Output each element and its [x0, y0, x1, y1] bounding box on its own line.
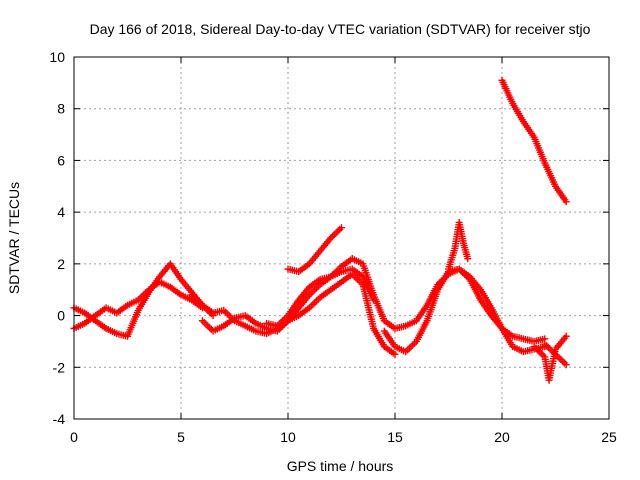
- series-sat-i: [445, 218, 472, 273]
- data-point: [562, 332, 570, 340]
- data-point: [391, 350, 399, 358]
- y-tick-label: 4: [57, 204, 65, 220]
- x-tick-label: 25: [601, 429, 617, 445]
- x-axis-label: GPS time / hours: [287, 458, 394, 474]
- series-sat-k: [541, 340, 570, 369]
- x-tick-label: 5: [177, 429, 185, 445]
- y-axis-label: SDTVAR / TECUs: [6, 182, 22, 294]
- y-tick-label: 8: [57, 101, 65, 117]
- y-tick-label: 10: [49, 49, 65, 65]
- data-point: [464, 255, 472, 263]
- data-point: [562, 361, 570, 369]
- y-tick-label: 2: [57, 256, 65, 272]
- series-sat-h: [380, 265, 549, 356]
- plot-frame: [73, 56, 610, 420]
- x-tick-label: 0: [70, 429, 78, 445]
- x-tick-label: 10: [280, 429, 296, 445]
- axes: 0 5 10 15 20 25 -4 -2 0 2 4 6 8 10: [49, 49, 617, 445]
- series-sat-b: [70, 278, 206, 332]
- data-point: [338, 224, 345, 232]
- data-points: [70, 76, 570, 384]
- y-tick-label: -2: [53, 359, 66, 375]
- series-sat-f: [263, 255, 356, 330]
- grid-lines: [74, 57, 609, 419]
- series-sat-l: [498, 76, 570, 206]
- series-sat-e: [284, 224, 345, 276]
- y-tick-label: 0: [57, 308, 65, 324]
- data-point: [562, 198, 570, 206]
- y-tick-label: -4: [53, 411, 66, 427]
- chart-title: Day 166 of 2018, Sidereal Day-to-day VTE…: [90, 21, 591, 37]
- x-tick-label: 20: [494, 429, 510, 445]
- y-tick-label: 6: [57, 152, 65, 168]
- x-tick-label: 15: [387, 429, 403, 445]
